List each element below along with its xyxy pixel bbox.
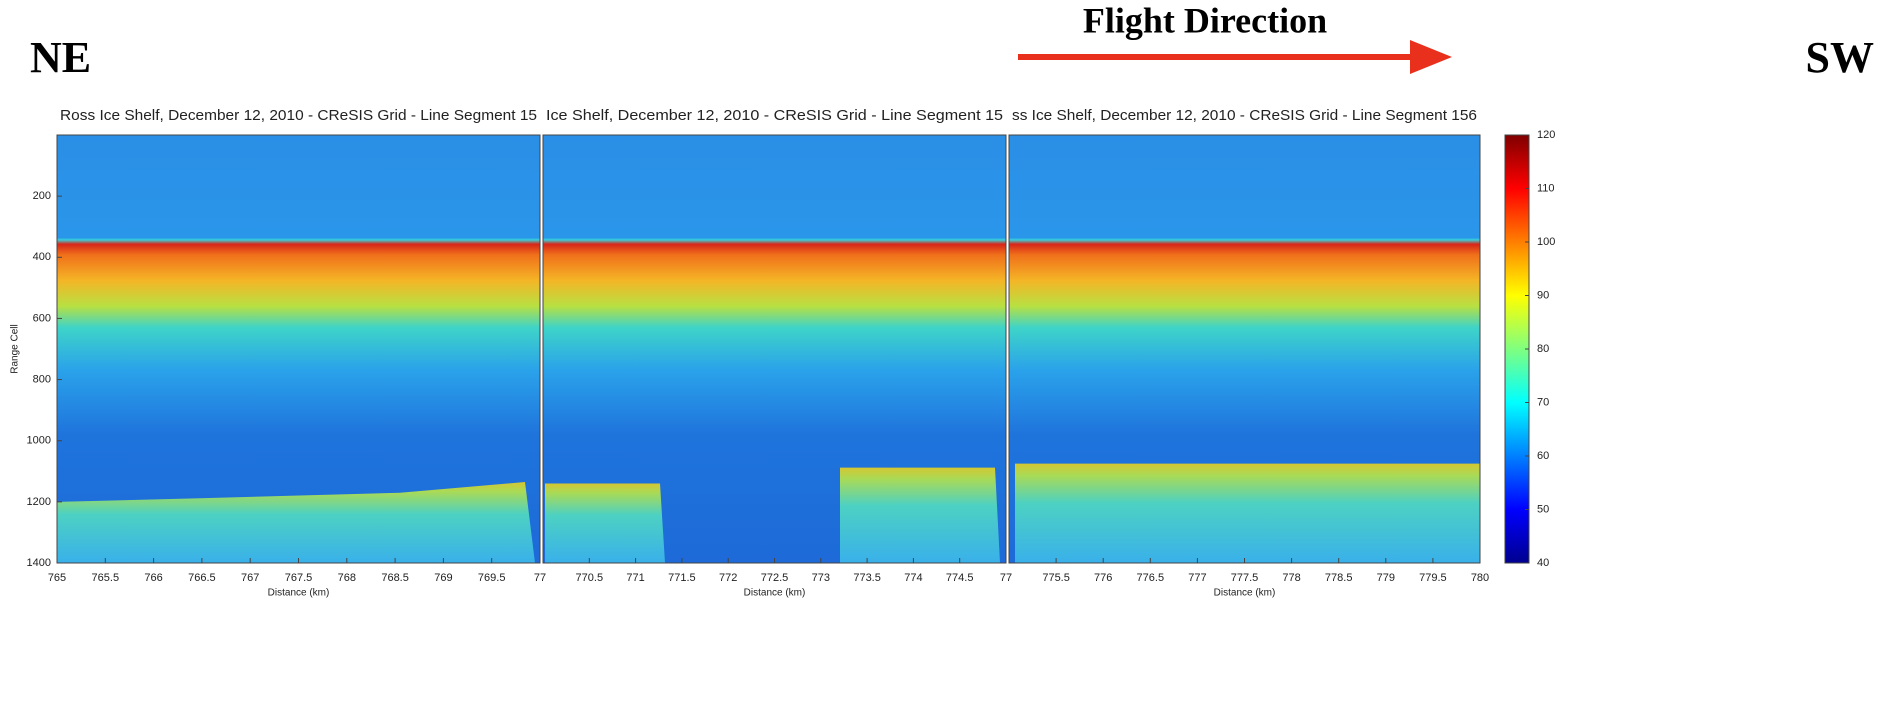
x-tick-label: 780: [1471, 572, 1489, 584]
bed-echo: [840, 468, 1000, 563]
colorbar-tick-label: 90: [1537, 289, 1549, 301]
x-tick-label: 766.5: [188, 572, 216, 584]
x-tick-label: 766: [144, 572, 162, 584]
y-tick-label: 200: [33, 190, 51, 202]
x-tick-label: 774: [904, 572, 922, 584]
x-tick-label: 772: [719, 572, 737, 584]
x-tick-label: 767.5: [285, 572, 313, 584]
x-tick-label: 768: [338, 572, 356, 584]
arrow-head: [1410, 40, 1452, 74]
panel-title: Ross Ice Shelf, December 12, 2010 - CReS…: [60, 107, 537, 124]
colorbar-tick-label: 100: [1537, 236, 1555, 248]
x-axis-label: Distance (km): [744, 588, 806, 599]
plots: Ross Ice Shelf, December 12, 2010 - CReS…: [10, 107, 1556, 599]
x-tick-label: 768.5: [381, 572, 409, 584]
x-tick-label: 77: [1000, 572, 1012, 584]
x-tick-label: 77: [534, 572, 546, 584]
x-tick-label: 775.5: [1042, 572, 1070, 584]
x-tick-label: 774.5: [946, 572, 974, 584]
y-tick-label: 1000: [27, 435, 51, 447]
x-tick-label: 778.5: [1325, 572, 1353, 584]
bed-echo: [545, 484, 665, 564]
colorbar-tick-label: 70: [1537, 396, 1549, 408]
left-label: NE: [30, 33, 91, 82]
panel-title: ss Ice Shelf, December 12, 2010 - CReSIS…: [1012, 107, 1477, 124]
y-tick-label: 400: [33, 251, 51, 263]
x-tick-label: 776: [1094, 572, 1112, 584]
x-tick-label: 767: [241, 572, 259, 584]
x-tick-label: 765: [48, 572, 66, 584]
colorbar-tick-label: 80: [1537, 343, 1549, 355]
y-tick-label: 1200: [27, 496, 51, 508]
colorbar-tick-label: 40: [1537, 557, 1549, 569]
x-tick-label: 771: [626, 572, 644, 584]
x-tick-label: 773.5: [853, 572, 881, 584]
x-axis-label: Distance (km): [1214, 588, 1276, 599]
x-tick-label: 777: [1188, 572, 1206, 584]
y-tick-label: 800: [33, 373, 51, 385]
x-tick-label: 777.5: [1231, 572, 1259, 584]
direction-label: Flight Direction: [1083, 0, 1327, 40]
x-tick-label: 765.5: [92, 572, 120, 584]
x-axis-label: Distance (km): [268, 588, 330, 599]
colorbar-tick-label: 120: [1537, 129, 1555, 141]
x-tick-label: 770.5: [576, 572, 604, 584]
x-tick-label: 769: [434, 572, 452, 584]
x-tick-label: 776.5: [1137, 572, 1165, 584]
figure: Flight Direction NE SW Ross Ice Shelf, D…: [0, 0, 1884, 721]
x-tick-label: 772.5: [761, 572, 789, 584]
x-tick-label: 773: [812, 572, 830, 584]
y-tick-label: 1400: [27, 557, 51, 569]
bed-echo: [1015, 464, 1480, 563]
x-tick-label: 779: [1377, 572, 1395, 584]
y-axis-label: Range Cell: [10, 324, 21, 373]
y-tick-label: 600: [33, 312, 51, 324]
colorbar-tick-label: 110: [1537, 182, 1555, 194]
x-tick-label: 769.5: [478, 572, 506, 584]
x-tick-label: 771.5: [668, 572, 696, 584]
colorbar-tick-label: 50: [1537, 503, 1549, 515]
x-tick-label: 778: [1282, 572, 1300, 584]
colorbar-tick-label: 60: [1537, 450, 1549, 462]
x-tick-label: 779.5: [1419, 572, 1447, 584]
panel-title: Ice Shelf, December 12, 2010 - CReSIS Gr…: [546, 107, 1003, 124]
right-label: SW: [1806, 33, 1874, 82]
